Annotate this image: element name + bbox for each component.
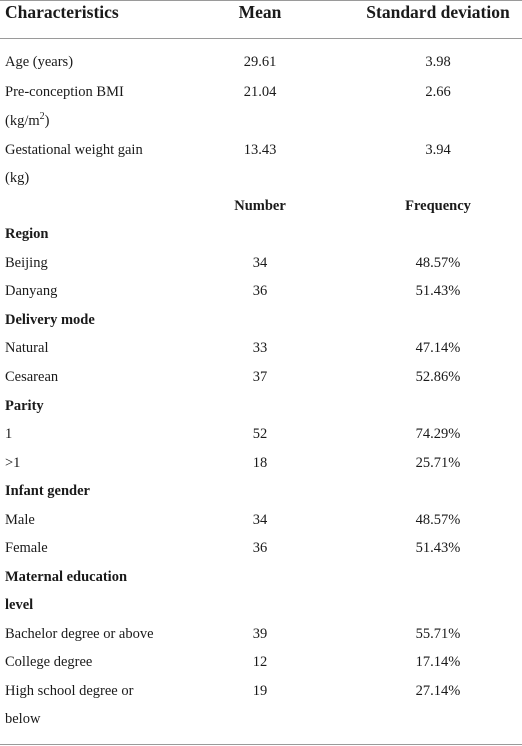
row-label: Female (5, 540, 48, 556)
row-number: 37 (252, 369, 268, 385)
row-number: 33 (252, 340, 268, 356)
row-label: Bachelor degree or above (5, 626, 154, 642)
row-frequency: 25.71% (415, 455, 461, 471)
row-number: 19 (252, 683, 268, 699)
group-delivery-mode: Delivery mode (5, 312, 95, 328)
row-frequency: 48.57% (415, 512, 461, 528)
bmi-unit-exponent: 2 (39, 111, 45, 123)
row-frequency: 51.43% (415, 540, 461, 556)
bmi-label-line1: Pre-conception BMI (5, 84, 124, 100)
header-rule (0, 38, 522, 39)
bmi-label-line2: (kg/m2) (5, 112, 49, 130)
age-label: Age (years) (5, 54, 74, 70)
header-characteristics: Characteristics (5, 2, 119, 22)
row-frequency: 17.14% (415, 654, 461, 670)
group-parity: Parity (5, 398, 44, 414)
gwg-sd: 3.94 (425, 142, 451, 158)
group-maternal-education-line2: level (5, 597, 34, 613)
bmi-mean: 21.04 (243, 84, 277, 100)
gwg-label-line1: Gestational weight gain (5, 142, 143, 158)
age-mean: 29.61 (243, 54, 277, 70)
gwg-mean: 13.43 (243, 142, 277, 158)
row-number: 18 (252, 455, 268, 471)
gwg-label-line2: (kg) (5, 170, 30, 186)
bmi-sd: 2.66 (425, 84, 451, 100)
top-rule (0, 0, 522, 1)
row-number: 12 (252, 654, 268, 670)
row-label-line1: High school degree or (5, 683, 134, 699)
bmi-unit: (kg/m2) (5, 111, 50, 129)
group-maternal-education-line1: Maternal education (5, 569, 128, 585)
row-frequency: 55.71% (415, 626, 461, 642)
subheader-number: Number (234, 198, 286, 214)
row-frequency: 48.57% (415, 255, 461, 271)
row-label: Male (5, 512, 35, 528)
header-standard-deviation: Standard deviation (366, 2, 510, 22)
row-label: Danyang (5, 283, 58, 299)
row-number: 52 (252, 426, 268, 442)
row-number: 34 (252, 255, 268, 271)
row-label: 1 (5, 426, 13, 442)
row-number: 36 (252, 540, 268, 556)
row-frequency: 51.43% (415, 283, 461, 299)
header-mean: Mean (238, 2, 282, 22)
row-label: >1 (5, 455, 21, 471)
age-sd: 3.98 (425, 54, 451, 70)
row-number: 36 (252, 283, 268, 299)
row-label: Cesarean (5, 369, 59, 385)
row-label-line2: below (5, 711, 41, 727)
row-label: Natural (5, 340, 49, 356)
row-frequency: 27.14% (415, 683, 461, 699)
group-infant-gender: Infant gender (5, 483, 90, 499)
row-frequency: 52.86% (415, 369, 461, 385)
row-number: 34 (252, 512, 268, 528)
row-frequency: 74.29% (415, 426, 461, 442)
bottom-rule (0, 744, 522, 745)
row-number: 39 (252, 626, 268, 642)
row-frequency: 47.14% (415, 340, 461, 356)
subheader-frequency: Frequency (405, 198, 471, 214)
row-label: Beijing (5, 255, 48, 271)
row-label: College degree (5, 654, 93, 670)
group-region: Region (5, 226, 49, 242)
